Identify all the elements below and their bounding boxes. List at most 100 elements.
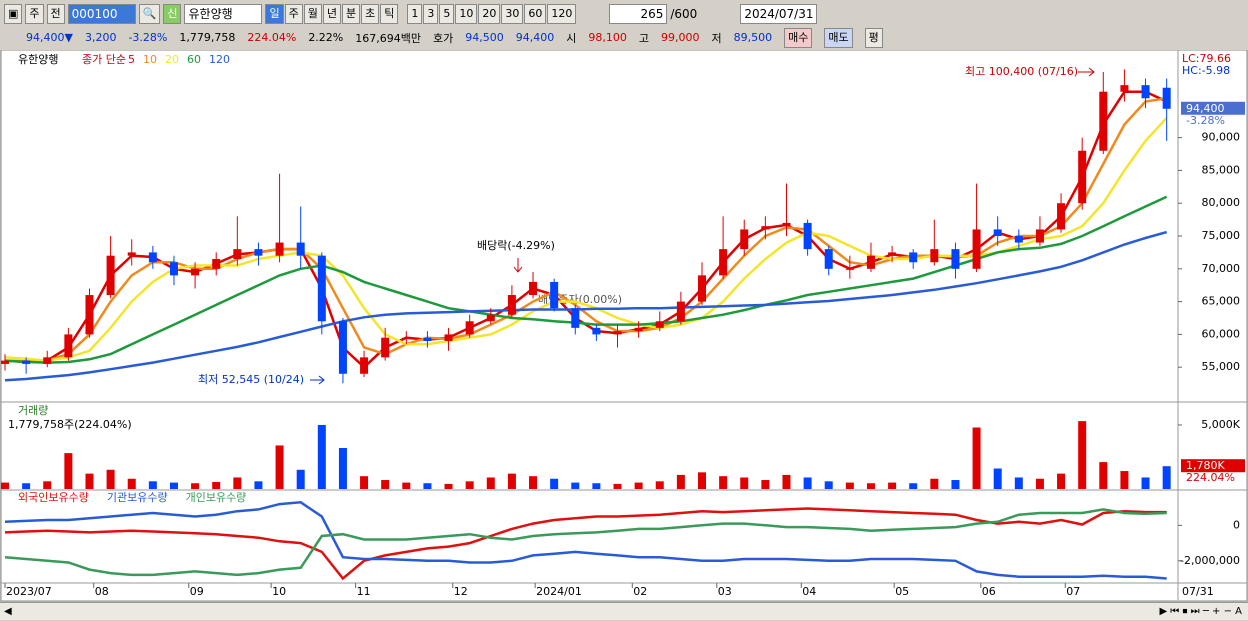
candle-body: [465, 321, 474, 335]
rate: -3.28%: [128, 31, 168, 44]
code-input[interactable]: 000100: [67, 4, 136, 24]
candle-body: [254, 249, 263, 256]
buy[interactable]: 매수: [784, 27, 813, 48]
volume-bar: [529, 476, 538, 489]
volume-bar: [1162, 466, 1171, 489]
candle-body: [233, 249, 242, 259]
candle-body: [1014, 236, 1023, 243]
x-tick-label: 12: [454, 585, 468, 598]
interval-btn[interactable]: 10: [455, 4, 478, 24]
volume-bar: [697, 472, 706, 489]
period-btn[interactable]: 년: [322, 4, 341, 24]
y-tick-label: 85,000: [1202, 163, 1241, 176]
volume-bar: [993, 468, 1002, 489]
prev[interactable]: 전: [46, 4, 65, 24]
hc: HC:-5.98: [1182, 64, 1230, 77]
period-btn[interactable]: 틱: [380, 4, 399, 24]
interval-btn[interactable]: 30: [501, 4, 524, 24]
stock-name[interactable]: 유한양행: [184, 4, 263, 24]
candle-body: [803, 222, 812, 250]
volume-bar: [909, 483, 918, 489]
line: [4, 230, 1168, 382]
date[interactable]: 2024/07/31: [740, 4, 818, 24]
candle-body: [43, 357, 52, 364]
y-tick-label: 65,000: [1202, 295, 1241, 308]
y-tick-label: 80,000: [1202, 196, 1241, 209]
candle-body: [1, 360, 9, 364]
badge: 신: [163, 4, 182, 24]
volume-bar: [1057, 473, 1066, 489]
stock-legend: 유한양행: [18, 53, 58, 66]
candle-body: [106, 255, 115, 296]
volume-bar: [571, 482, 580, 489]
volume-bar: [381, 480, 390, 489]
x-end-label: 07/31: [1182, 585, 1214, 598]
period-btn[interactable]: 초: [361, 4, 380, 24]
volume-bar: [360, 476, 369, 489]
x-tick-label: 08: [95, 585, 109, 598]
candle-body: [634, 327, 643, 332]
last-rate: 224.04%: [1186, 471, 1235, 484]
interval-btn[interactable]: 20: [478, 4, 501, 24]
interval-btn[interactable]: 60: [524, 4, 547, 24]
interval-btn[interactable]: 5: [439, 4, 455, 24]
volume-bar: [676, 474, 685, 489]
candle-body: [486, 314, 495, 322]
label: 호가: [433, 31, 454, 45]
interval-btn[interactable]: 120: [547, 4, 577, 24]
volume-bar: [338, 448, 347, 489]
period-btn[interactable]: 분: [341, 4, 361, 24]
y-tick-label: 60,000: [1202, 327, 1241, 340]
candle-body: [1035, 229, 1044, 243]
y-tick-label: 0: [1233, 518, 1240, 531]
candle-body: [1120, 85, 1129, 92]
arrow: [1078, 67, 1095, 77]
y-tick-label: 55,000: [1202, 360, 1241, 373]
period-btn[interactable]: 월: [303, 4, 322, 24]
interval-btn[interactable]: 3: [423, 4, 439, 24]
candle-body: [191, 268, 200, 276]
volume-bar: [169, 482, 178, 489]
candle-body: [169, 262, 178, 276]
y-tick-label: 90,000: [1202, 131, 1241, 144]
candle-body: [930, 249, 939, 263]
volume: 1,779,758: [179, 31, 236, 44]
intervals: 1 3 5 10 20 30 60 120: [407, 4, 577, 24]
period-btn[interactable]: 일: [265, 4, 284, 24]
search[interactable]: 🔍: [138, 4, 161, 24]
candle-body: [423, 337, 432, 341]
candle-body: [993, 229, 1002, 237]
volume-bar: [1141, 477, 1150, 489]
candle-body: [909, 252, 918, 263]
volume-bar: [634, 482, 643, 489]
volume-bar: [444, 483, 453, 489]
volume-bar: [866, 483, 875, 489]
interval-btn[interactable]: 1: [407, 4, 423, 24]
y-tick-label: 70,000: [1202, 262, 1241, 275]
candle-body: [1078, 150, 1087, 204]
last-value: 1,780K: [1186, 459, 1225, 472]
last-value: 94,400: [1186, 102, 1225, 115]
candle-body: [972, 229, 981, 269]
x-tick-label: 11: [357, 585, 371, 598]
legend-entry: 120: [209, 53, 230, 66]
candle-body: [127, 252, 136, 256]
volume-bar: [402, 482, 411, 489]
sell[interactable]: 매도: [824, 27, 853, 48]
count[interactable]: 265: [609, 4, 668, 24]
volume-bar: [212, 481, 221, 489]
volume-title: 거래량: [18, 404, 48, 417]
market[interactable]: 주: [25, 4, 44, 24]
period-btn[interactable]: 주: [284, 4, 303, 24]
candle-body: [338, 321, 347, 374]
candle-body: [782, 222, 791, 227]
candle-body: [64, 334, 73, 358]
avg[interactable]: 평: [864, 27, 883, 48]
candle-body: [592, 327, 601, 335]
btn[interactable]: ▣: [4, 4, 23, 24]
volume-bar: [888, 482, 897, 489]
volume-bar: [803, 477, 812, 489]
chart: 유한양행 종가 단순 LC:79.66 HC:-5.98 최고 100,400 …: [0, 50, 1248, 602]
scrollbar[interactable]: ◀ ▶ ⏮ ⏹ ⏭ ─ + − A: [0, 602, 1248, 620]
volume-info: 1,779,758주(224.04%): [8, 418, 132, 431]
